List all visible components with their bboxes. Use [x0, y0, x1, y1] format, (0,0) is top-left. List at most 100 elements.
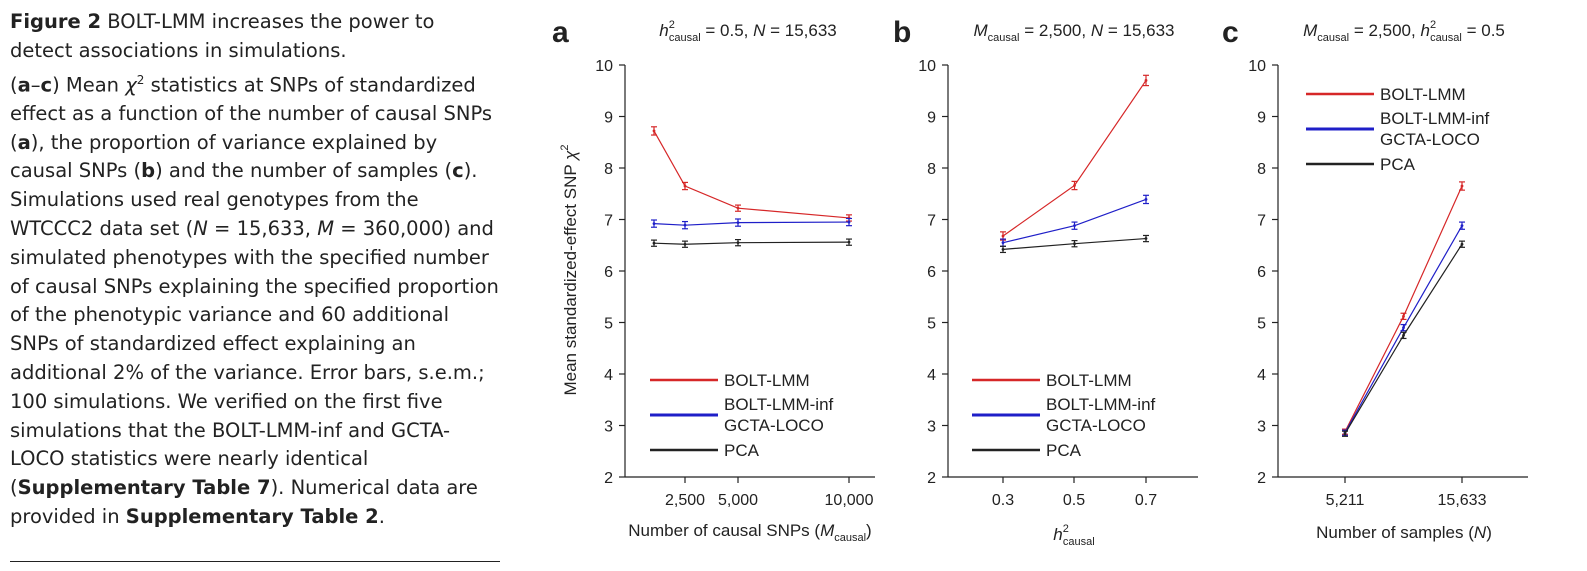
data-point: [1001, 234, 1005, 238]
y-tick-label: 2: [1257, 470, 1266, 487]
y-tick-label: 2: [927, 470, 936, 487]
x-tick-label: 15,633: [1438, 492, 1487, 509]
xlabel-text: Number of samples (: [1316, 523, 1474, 542]
plot-area: 2 3 4 5 6 7 8 9 10 2,500 5,000 10,000 BOLT-LMM BOLT-L…: [595, 58, 1528, 509]
title-text: = 0.5,: [701, 21, 753, 40]
legend-label: PCA: [724, 441, 760, 460]
panel-b-title: Mcausal = 2,500, N = 15,633: [974, 21, 1175, 44]
y-tick-label: 5: [1257, 316, 1266, 333]
panel-letter-b: b: [893, 16, 911, 49]
n-symbol: N: [193, 217, 208, 241]
y-tick-label: 7: [1257, 213, 1266, 230]
series-line-bolt-lmm: [1344, 185, 1463, 432]
y-tick-label: 9: [604, 110, 613, 127]
data-point: [847, 240, 851, 244]
caption-text: ). Numerical data are provided in: [10, 476, 478, 529]
data-point: [683, 242, 687, 246]
data-point: [736, 241, 740, 245]
title-sub: causal: [1430, 32, 1462, 44]
panel-letter-a: a: [552, 16, 569, 49]
legend-label: GCTA-LOCO: [1046, 416, 1146, 435]
y-axis-label: Mean standardized-effect SNP χ2: [559, 144, 580, 395]
x-axis-label-a: Number of causal SNPs (Mcausal): [628, 521, 871, 544]
legend-label: BOLT-LMM-inf: [724, 395, 834, 414]
caption-text: .: [378, 505, 385, 529]
y-tick-label: 9: [927, 110, 936, 127]
caption-text: ) and the number of samples (: [155, 159, 453, 183]
y-tick-label: 8: [927, 161, 936, 178]
caption-text: ) Mean: [52, 73, 126, 97]
caption-text: (: [10, 73, 18, 97]
data-point: [1402, 314, 1405, 318]
panel-ref: a: [17, 130, 31, 154]
panel-ref: c: [452, 159, 464, 183]
panel-ref: b: [141, 159, 156, 183]
title-symbol: M: [974, 21, 989, 40]
title-symbol: h: [1420, 21, 1429, 40]
caption-text: ). Simulations used real genotypes from …: [10, 159, 478, 241]
ylabel-sup: 2: [559, 144, 571, 150]
xlabel-symbol: M: [820, 521, 835, 540]
data-point: [1460, 242, 1464, 246]
title-text: = 15,633: [765, 21, 836, 40]
y-tick-label: 7: [604, 213, 613, 230]
chi-symbol: χ: [125, 73, 137, 97]
x-tick-label: 10,000: [825, 492, 874, 509]
y-tick-label: 4: [604, 367, 613, 384]
data-point: [1001, 241, 1005, 245]
xlabel-symbol: N: [1474, 523, 1487, 542]
data-point: [1144, 198, 1148, 201]
caption-text: ), the proportion of variance explained …: [10, 130, 438, 183]
y-tick-label: 7: [927, 213, 936, 230]
y-tick-label: 8: [1257, 161, 1266, 178]
caption-text: statistics at SNPs of standardized effec…: [10, 73, 493, 154]
data-point: [1144, 237, 1148, 240]
legend-label: BOLT-LMM: [1380, 85, 1466, 104]
data-point: [1073, 224, 1076, 228]
panel-ref: a: [17, 73, 31, 97]
legend-label: GCTA-LOCO: [724, 416, 824, 435]
data-point: [652, 222, 656, 226]
data-point: [1402, 326, 1405, 330]
y-tick-label: 5: [927, 316, 936, 333]
series-line-bolt-lmm: [1002, 80, 1147, 237]
ylabel-chi: χ: [561, 150, 580, 162]
xlabel-sup: 2: [1063, 523, 1069, 535]
title-sup: 2: [1430, 19, 1436, 31]
title-sup: 2: [669, 19, 675, 31]
data-point: [652, 241, 656, 245]
figure-title: BOLT-LMM increases the power to detect a…: [10, 10, 435, 62]
y-tick-label: 3: [927, 419, 936, 436]
y-tick-label: 3: [604, 419, 613, 436]
ylabel-text: Mean standardized-effect SNP: [561, 160, 580, 396]
title-symbol: h: [659, 21, 668, 40]
title-sub: causal: [669, 32, 701, 44]
title-symbol: N: [753, 21, 766, 40]
supplementary-table-7-ref: Supplementary Table 7: [17, 476, 271, 500]
legend-label: BOLT-LMM: [1046, 371, 1132, 390]
x-tick-label: 0.7: [1135, 492, 1157, 509]
superscript: 2: [136, 72, 145, 87]
series-line-bolt-lmm-inf: [653, 221, 850, 226]
title-sub: causal: [1317, 32, 1349, 44]
series-line-bolt-lmm: [653, 130, 850, 219]
xlabel-text: ): [866, 521, 872, 540]
x-tick-label: 0.3: [992, 492, 1014, 509]
y-tick-label: 4: [1257, 367, 1266, 384]
panel-c-title: Mcausal = 2,500, h2 causal = 0.5: [1303, 19, 1505, 44]
panel-a-title: h2 causal = 0.5, N = 15,633: [659, 19, 837, 44]
data-point: [736, 221, 740, 224]
data-point: [1144, 79, 1148, 82]
xlabel-symbol: h: [1053, 525, 1062, 544]
figure-label: Figure 2: [10, 10, 102, 33]
series-line-pca: [653, 241, 850, 245]
panel-ref: c: [40, 73, 53, 97]
title-text: = 2,500,: [1019, 21, 1090, 40]
data-point: [683, 223, 687, 227]
xlabel-text: Number of causal SNPs (: [628, 521, 820, 540]
legend-label: BOLT-LMM-inf: [1046, 395, 1156, 414]
y-tick-label: 8: [604, 161, 613, 178]
x-tick-label: 5,211: [1326, 492, 1365, 509]
legend-label: GCTA-LOCO: [1380, 130, 1480, 149]
